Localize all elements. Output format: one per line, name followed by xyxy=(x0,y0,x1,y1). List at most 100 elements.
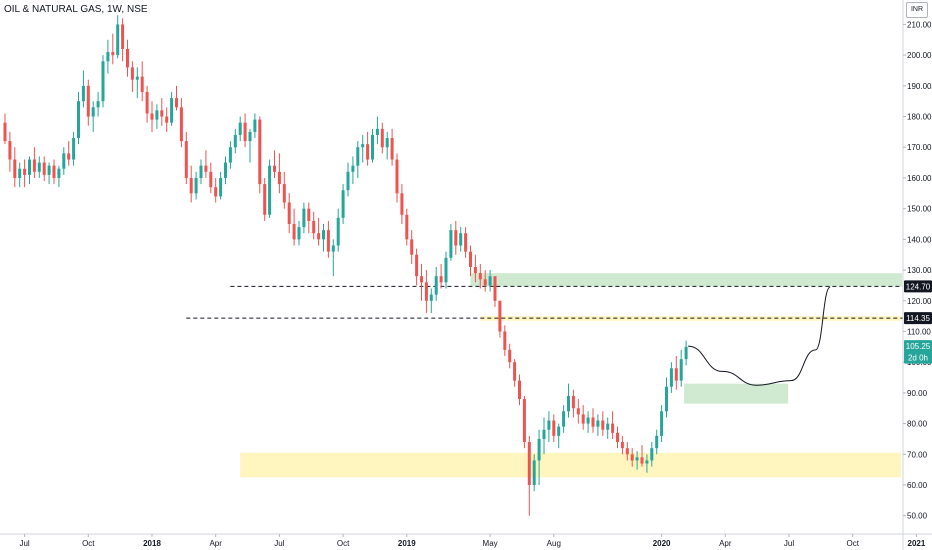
candle-body xyxy=(375,128,379,135)
candle-body xyxy=(498,300,502,332)
candle-body xyxy=(126,48,129,68)
price-tick-label: 210.00 xyxy=(907,20,932,29)
candle-body xyxy=(444,257,448,283)
candle xyxy=(508,343,512,369)
candle-body xyxy=(297,227,301,240)
candle xyxy=(287,193,291,234)
candle-body xyxy=(361,144,365,148)
price-tick-label: 160.00 xyxy=(907,174,932,183)
candle xyxy=(635,451,639,470)
candle-body xyxy=(42,162,46,175)
candle xyxy=(434,267,438,301)
candle xyxy=(625,442,629,461)
candle-body xyxy=(371,134,374,160)
time-axis: Jul Oct 2018 Apr Jul Oct 2019 May Aug 2020 Apr Jul O… xyxy=(19,534,926,548)
price-tick-label: 190.00 xyxy=(907,82,932,91)
candle xyxy=(72,131,76,166)
candle xyxy=(567,383,570,418)
price-axis: 50.0060.0070.0080.0090.00100.00110.00120… xyxy=(903,20,932,521)
candle xyxy=(390,128,394,166)
price-tick-label: 150.00 xyxy=(907,205,932,214)
candle xyxy=(42,156,46,182)
candle xyxy=(405,208,409,246)
candle-body xyxy=(650,448,654,461)
candle-body xyxy=(660,411,664,436)
candle-body xyxy=(552,420,556,436)
price-tick-label: 50.00 xyxy=(907,512,928,521)
candle-body xyxy=(542,429,546,439)
candle-body xyxy=(591,417,595,427)
candle-body xyxy=(400,193,404,215)
candle-body xyxy=(532,460,536,486)
candle-body xyxy=(140,76,144,92)
support-zone xyxy=(240,452,901,478)
candle xyxy=(679,349,683,387)
candle xyxy=(346,162,350,197)
candle-body xyxy=(596,420,600,427)
candle-body xyxy=(204,165,208,172)
candle-body xyxy=(194,177,198,194)
candle-body xyxy=(145,91,149,114)
candle xyxy=(669,362,673,393)
candle-body xyxy=(439,276,443,283)
candle-body xyxy=(508,349,512,363)
candle xyxy=(121,18,125,62)
candle-body xyxy=(248,131,252,142)
candle xyxy=(23,159,27,188)
candle xyxy=(130,61,134,92)
candle xyxy=(111,33,115,65)
candle-body xyxy=(625,448,629,455)
candle xyxy=(571,389,575,418)
candle xyxy=(18,162,22,188)
price-tick-label: 200.00 xyxy=(907,51,932,60)
candle-body xyxy=(155,110,159,120)
candle xyxy=(106,39,110,74)
candle xyxy=(469,245,472,277)
candle xyxy=(684,340,688,366)
candle xyxy=(282,171,286,209)
candle xyxy=(429,288,433,314)
candle xyxy=(297,220,301,246)
annotation-layer xyxy=(186,273,903,478)
price-label-text: 2d 0h xyxy=(908,354,928,363)
candle-body xyxy=(258,119,262,185)
candle xyxy=(28,156,31,185)
candle xyxy=(400,184,404,225)
price-tick-label: 90.00 xyxy=(907,389,928,398)
time-tick-label: Apr xyxy=(719,539,732,548)
candle xyxy=(322,224,325,252)
candle-body xyxy=(640,457,644,464)
candle-body xyxy=(420,276,423,283)
time-tick-label: Aug xyxy=(547,539,561,548)
candle-body xyxy=(547,420,551,430)
candle-body xyxy=(395,159,399,194)
candle-body xyxy=(669,368,673,387)
candle xyxy=(361,134,365,163)
candle-body xyxy=(219,177,223,197)
candle-body xyxy=(199,165,203,178)
candle-body xyxy=(179,107,183,142)
price-tick-label: 110.00 xyxy=(907,327,931,336)
price-tick-label: 140.00 xyxy=(907,235,932,244)
candles-layer xyxy=(3,15,688,516)
candle-body xyxy=(464,233,468,252)
candle-body xyxy=(209,171,213,188)
candle xyxy=(616,426,619,449)
candle xyxy=(620,435,624,455)
time-tick-label: Oct xyxy=(82,539,95,548)
candle xyxy=(57,165,61,188)
candle-body xyxy=(28,159,31,175)
candle-body xyxy=(645,460,649,464)
time-tick-label: Oct xyxy=(337,539,350,548)
currency-badge[interactable]: INR xyxy=(906,2,928,18)
candle-body xyxy=(630,454,634,461)
price-label-text: 105.25 xyxy=(906,342,931,351)
candle xyxy=(449,224,453,261)
price-label-text: 124.70 xyxy=(906,282,931,291)
candle-body xyxy=(586,417,590,424)
candle xyxy=(175,85,178,111)
candle xyxy=(493,276,497,307)
candle-body xyxy=(478,273,482,280)
candle-body xyxy=(302,208,306,228)
